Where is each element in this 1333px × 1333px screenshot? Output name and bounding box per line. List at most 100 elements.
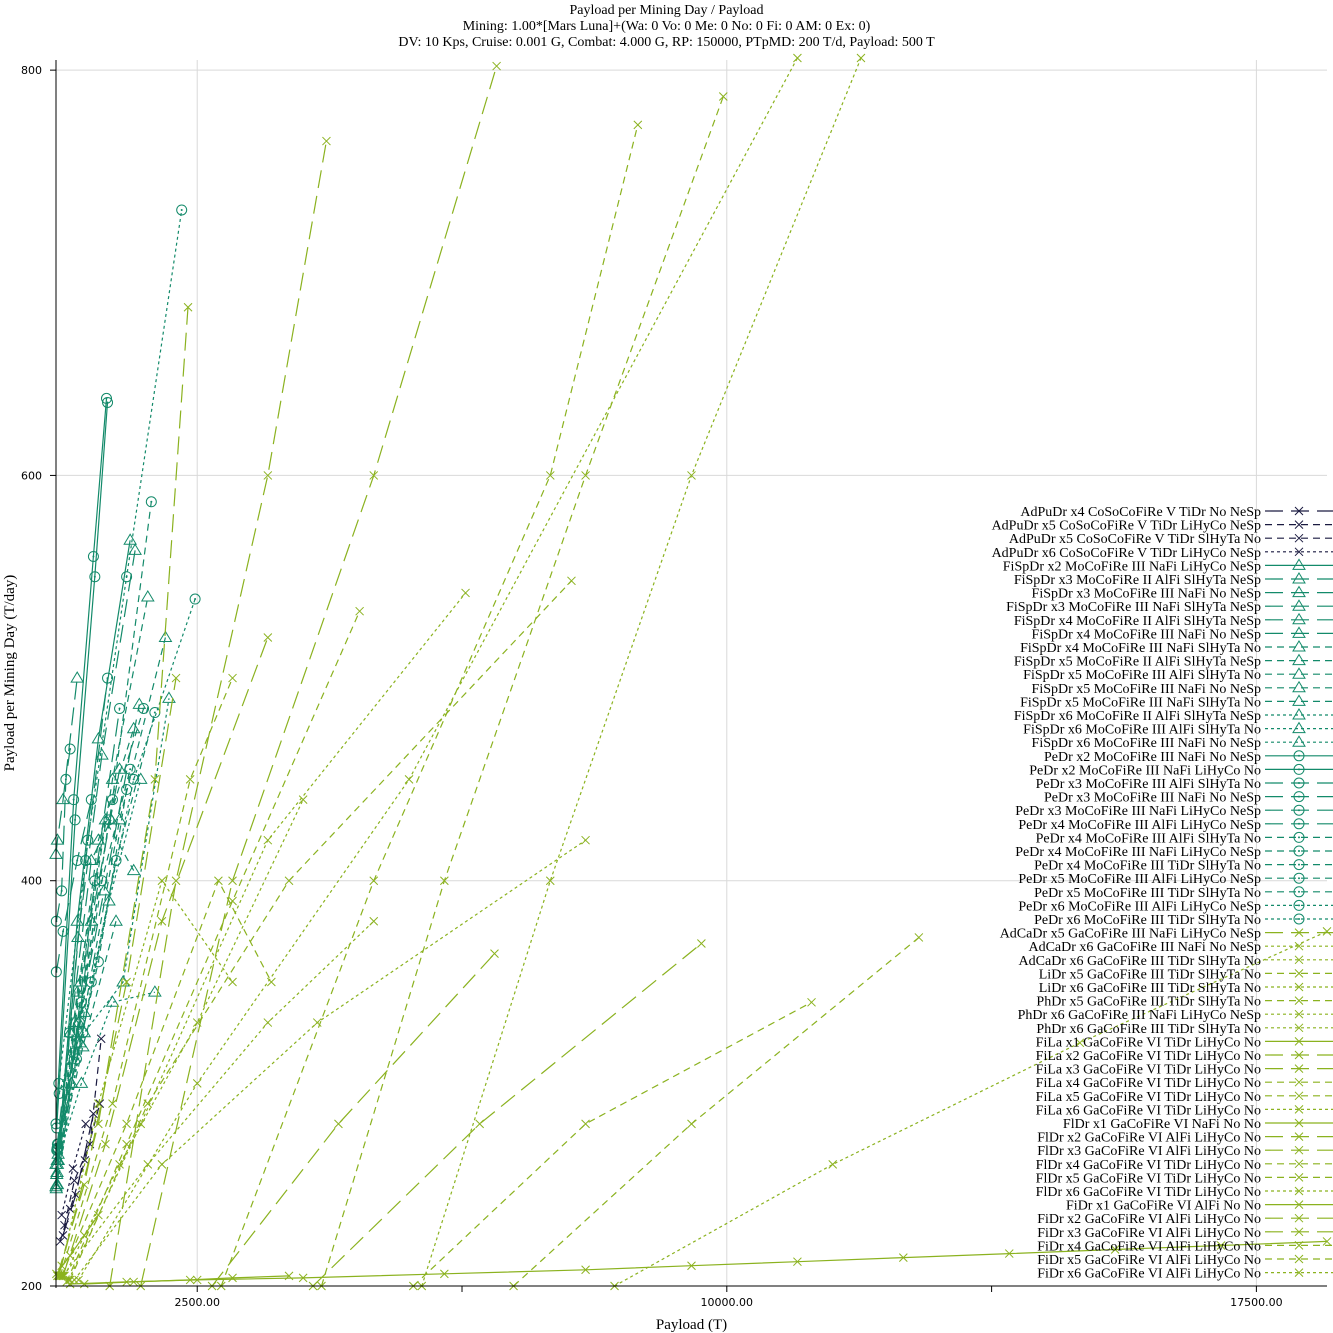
series-line [62,920,375,1277]
data-point [143,1099,153,1108]
data-point [492,61,501,71]
data-point [1294,1118,1304,1128]
legend-label: FlDr x5 GaCoFiRe VI TiDr LiHyCo No [1036,1171,1261,1186]
data-point [1293,886,1305,898]
data-point [84,853,99,865]
data-point [1294,1254,1304,1264]
data-point [793,1257,802,1267]
data-point [100,392,112,404]
data-point [793,53,802,63]
data-point [53,1087,65,1099]
data-point [89,571,101,583]
data-point [71,1190,81,1200]
legend-label: FiDr x6 GaCoFiRe VI AlFi LiHyCo No [1037,1267,1261,1282]
data-point [567,576,576,586]
legend-entry: FiSpDr x2 MoCoFiRe III NaFi LiHyCo NeSp [1003,558,1333,574]
series-layer [49,53,1332,1291]
data-point [228,977,237,987]
data-point [129,1277,139,1287]
data-point-center [125,575,128,578]
data-point [284,876,294,886]
legend-label: FiSpDr x5 MoCoFiRe III AlFi SlHyTa No [1023,668,1261,683]
data-point-center [60,889,63,892]
data-point [1294,1159,1304,1169]
data-point-center [1298,836,1300,839]
series-line [513,937,920,1287]
legend-label: FlDr x6 GaCoFiRe VI TiDr LiHyCo No [1036,1185,1261,1200]
data-point [126,863,141,876]
series-line [614,930,1328,1287]
data-point [68,1164,78,1173]
series-line [55,678,78,855]
data-point [85,976,97,988]
data-point [898,1253,908,1262]
x-tick-label: 10000.00 [701,1296,754,1309]
data-point-center [118,707,121,710]
legend-entry: PeDr x4 MoCoFiRe III AlFi SlHyTa No [1036,831,1333,846]
legend-entry: LiDr x6 GaCoFiRe III TiDr SlHyTa No [1039,981,1333,996]
data-point [1292,572,1306,584]
data-point-center [81,1031,84,1034]
legend-entry: FiSpDr x6 MoCoFiRe III NaFi No NeSp [1032,735,1333,751]
series-51 [79,1271,294,1289]
data-point [1292,558,1306,570]
legend-entry: PeDr x3 MoCoFiRe III NaFi LiHyCo NeSp [1015,804,1333,819]
series-line [140,65,498,1287]
legend-entry: FiLa x3 GaCoFiRe VI TiDr LiHyCo No [1036,1063,1333,1078]
data-point [404,775,414,784]
data-point [171,673,181,683]
series-line [56,678,109,1151]
data-point [1293,791,1305,803]
data-point [60,1220,69,1230]
legend-entry: FiLa x2 GaCoFiRe VI TiDr LiHyCo No [1036,1049,1333,1064]
data-point [490,949,499,959]
legend-label: PeDr x2 MoCoFiRe III NaFi LiHyCo No [1029,763,1261,778]
series-line [56,596,149,1165]
series-line [320,96,724,1287]
data-point-center [93,879,96,882]
data-point [1293,872,1305,884]
data-point [440,1269,449,1279]
data-point [192,1079,202,1088]
data-point [1294,1050,1304,1060]
data-point [70,985,85,997]
data-point-center [1298,795,1300,798]
legend-label: PeDr x3 MoCoFiRe III NaFi No NeSp [1044,791,1261,806]
data-point [1294,982,1304,992]
data-point [1294,1227,1304,1237]
series-49 [317,92,728,1291]
legend-entry: PhDr x6 GaCoFiRe III NaFi LiHyCo NeSp [1018,1008,1333,1023]
legend-entry: AdPuDr x6 CoSoCoFiRe V TiDr LiHyCo NeSp [992,546,1333,561]
legend-entry: FiDr x4 GaCoFiRe VI AlFi LiHyCo No [1037,1239,1333,1254]
data-point-center [69,747,72,750]
data-point [581,835,590,845]
series-46 [105,136,331,1291]
data-point [171,876,181,886]
chart-subtitle-params: DV: 10 Kps, Cruise: 0.001 G, Combat: 4.0… [398,35,935,50]
legend-entry: PeDr x5 MoCoFiRe III TiDr SlHyTa No [1034,886,1333,901]
data-point [128,773,140,785]
data-point-center [62,930,65,933]
data-point [52,1138,64,1150]
data-point [63,1027,75,1039]
data-point [1292,708,1306,720]
data-point [1293,899,1305,911]
legend-label: FlDr x2 GaCoFiRe VI AlFi LiHyCo No [1037,1131,1261,1146]
series-line [78,57,798,1281]
legend-label: PeDr x4 MoCoFiRe III AlFi SlHyTa No [1036,831,1261,846]
data-point [263,835,273,845]
series-2 [60,1034,106,1230]
data-point [94,1099,103,1108]
legend-entry: FiDr x1 GaCoFiRe VI AlFi No No [1066,1199,1333,1214]
data-point-center [107,818,110,821]
y-tick-label: 200 [21,1280,42,1293]
legend-entry: FiDr x2 GaCoFiRe VI AlFi LiHyCo No [1037,1212,1333,1227]
data-point [1293,913,1305,925]
data-point [687,1261,696,1271]
legend-label: FiSpDr x6 MoCoFiRe III AlFi SlHyTa No [1023,723,1261,738]
legend-label: AdCaDr x6 GaCoFiRe III NaFi No NeSp [1028,940,1261,955]
data-point [807,997,816,1007]
legend-entry: FiSpDr x3 MoCoFiRe II AlFi SlHyTa NeSp [1014,572,1333,588]
legend-label: FiSpDr x4 MoCoFiRe III NaFi SlHyTa No [1020,641,1261,656]
